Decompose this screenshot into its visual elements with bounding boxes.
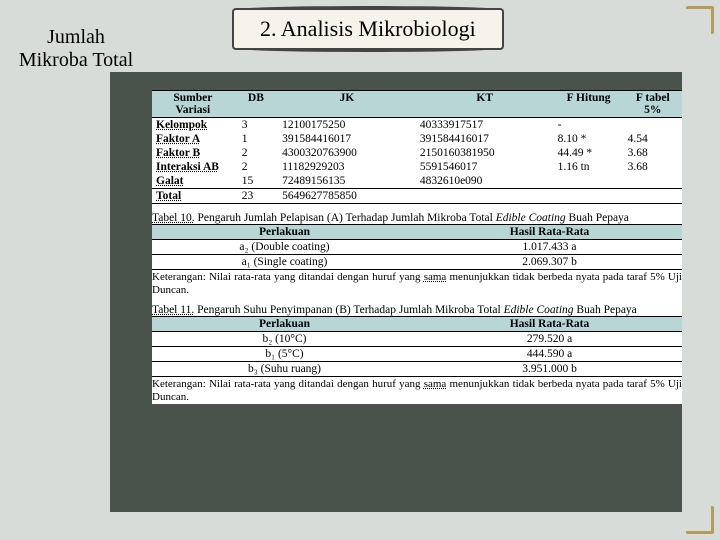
anova-table: Sumber Variasi DB JK KT F Hitung F tabel… (152, 90, 682, 204)
sidebar-line1: Jumlah (6, 26, 146, 49)
table-row: Interaksi AB21118292920355915460171.16 t… (152, 160, 682, 174)
table10-italic: Edible Coating (496, 212, 566, 224)
col-kt: KT (416, 91, 554, 118)
col-perlakuan: Perlakuan (152, 317, 417, 332)
section-title-text: 2. Analisis Mikrobiologi (260, 16, 476, 41)
table10-text: Pengaruh Jumlah Pelapisan (A) Terhadap J… (195, 212, 496, 224)
col-jk: JK (278, 91, 416, 118)
col-db: DB (234, 91, 278, 118)
corner-decoration (686, 506, 714, 534)
table-row: Faktor A13915844160173915844160178.10 *4… (152, 132, 682, 146)
table10-tail: Buah Pepaya (566, 212, 629, 224)
table-row: b₂ (10°C)279.520 a (152, 332, 682, 347)
anova-body: Kelompok31210017525040333917517- Faktor … (152, 118, 682, 204)
table11-caption: Tabel 11. Pengaruh Suhu Penyimpanan (B) … (152, 304, 682, 316)
table-row: b₃ (Suhu ruang)3.951.000 b (152, 362, 682, 377)
col-fhitung: F Hitung (554, 91, 624, 118)
table-row: a₁ (Single coating)2.069.307 b (152, 255, 682, 270)
corner-decoration (686, 6, 714, 34)
table-row: Galat15724891561354832610e090 (152, 174, 682, 189)
table10-caption: Tabel 10. Pengaruh Jumlah Pelapisan (A) … (152, 212, 682, 224)
col-hasil: Hasil Rata-Rata (417, 317, 682, 332)
table11-note: Keterangan: Nilai rata-rata yang ditanda… (152, 378, 682, 403)
sidebar-line2: Mikroba Total (6, 49, 146, 72)
section-title: 2. Analisis Mikrobiologi (232, 8, 504, 50)
table10-note: Keterangan: Nilai rata-rata yang ditanda… (152, 271, 682, 296)
content-area: Sumber Variasi DB JK KT F Hitung F tabel… (152, 90, 682, 404)
table11-num: Tabel 11. (152, 304, 194, 316)
table11: Perlakuan Hasil Rata-Rata b₂ (10°C)279.5… (152, 316, 682, 377)
table11-tail: Buah Pepaya (574, 304, 637, 316)
col-perlakuan: Perlakuan (152, 225, 417, 240)
table10: Perlakuan Hasil Rata-Rata a₂ (Double coa… (152, 224, 682, 270)
table11-italic: Edible Coating (504, 304, 574, 316)
col-hasil: Hasil Rata-Rata (417, 225, 682, 240)
col-ftabel: F tabel 5% (624, 91, 682, 118)
col-sumber: Sumber Variasi (152, 91, 234, 118)
table10-num: Tabel 10. (152, 212, 195, 224)
table-row-total: Total235649627785850 (152, 189, 682, 204)
table11-text: Pengaruh Suhu Penyimpanan (B) Terhadap J… (194, 304, 503, 316)
table-row: Kelompok31210017525040333917517- (152, 118, 682, 133)
table-row: a₂ (Double coating)1.017.433 a (152, 240, 682, 255)
sidebar-label: Jumlah Mikroba Total (6, 26, 146, 72)
table-row: Faktor B24300320763900215016038195044.49… (152, 146, 682, 160)
page-background: Jumlah Mikroba Total 2. Analisis Mikrobi… (0, 0, 720, 540)
table-row: b₁ (5°C)444.590 a (152, 347, 682, 362)
